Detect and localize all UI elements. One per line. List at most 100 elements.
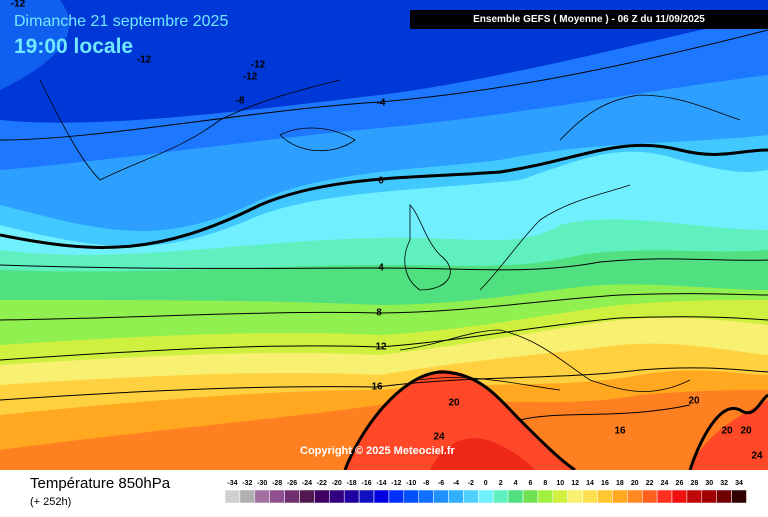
legend-swatch	[507, 489, 524, 504]
legend-label: -22	[317, 480, 327, 487]
contour-label: 20	[721, 426, 733, 437]
legend-swatch	[478, 489, 494, 504]
contour-label: 8	[376, 308, 382, 319]
legend-label: -26	[287, 480, 297, 487]
legend-label: -2	[468, 480, 474, 487]
legend-label: 34	[735, 480, 743, 487]
legend-label: 4	[514, 480, 518, 487]
legend-swatch	[284, 489, 300, 504]
temperature-field	[0, 0, 768, 470]
contour-label: 20	[740, 426, 752, 437]
contour-label: -8	[236, 96, 245, 107]
legend-swatch	[597, 489, 613, 504]
legend-label: -16	[361, 480, 371, 487]
legend-label: -28	[272, 480, 282, 487]
legend-label: 20	[631, 480, 639, 487]
legend-swatch	[567, 489, 583, 504]
lead-time: (+ 252h)	[30, 496, 71, 508]
legend-swatch	[299, 489, 315, 504]
legend-label: 14	[586, 480, 594, 487]
legend-swatch	[701, 489, 717, 504]
legend-label: 28	[690, 480, 698, 487]
legend-swatch	[343, 489, 360, 504]
legend-label: 18	[616, 480, 624, 487]
legend-label: 26	[676, 480, 684, 487]
legend-label: -34	[227, 480, 237, 487]
contour-label: 16	[371, 382, 383, 393]
legend-swatch	[492, 489, 509, 504]
contour-label: 24	[433, 432, 445, 443]
legend-swatch	[537, 489, 554, 504]
legend-label: -30	[257, 480, 267, 487]
footer-title: Température 850hPa	[30, 475, 171, 492]
contour-label: 4	[378, 263, 384, 274]
legend-label: -4	[453, 480, 459, 487]
legend-swatch	[671, 489, 688, 504]
legend-swatch	[254, 489, 270, 504]
contour-label: 16	[614, 426, 626, 437]
contour-label: 20	[448, 398, 460, 409]
legend-label: 32	[720, 480, 728, 487]
legend-swatch	[269, 489, 285, 504]
color-legend: -34 -32 -30 -28 -26 -24 -22 -20 -18 -16 -14 -12 -10-…	[224, 480, 747, 504]
model-box	[410, 10, 768, 29]
legend-swatch	[388, 489, 405, 504]
legend-label: -20	[332, 480, 342, 487]
legend-swatch	[373, 489, 390, 504]
time: 19:00 locale	[14, 35, 133, 58]
legend-swatch	[641, 489, 658, 504]
legend-swatch	[716, 489, 732, 504]
contour-label: -12	[11, 0, 26, 10]
legend-swatch	[612, 489, 628, 504]
coastlines	[39, 79, 741, 392]
legend-label: 16	[601, 480, 609, 487]
legend-label: 6	[528, 480, 532, 487]
legend-swatch	[731, 489, 747, 504]
legend-label: -6	[438, 480, 444, 487]
copyright: Copyright © 2025 Meteociel.fr	[300, 445, 456, 457]
legend-label: 2	[499, 480, 503, 487]
legend-swatch	[448, 489, 464, 504]
legend-swatch	[582, 489, 598, 504]
legend-swatch	[329, 489, 345, 504]
contour-label: -12	[243, 72, 258, 83]
legend-swatch	[656, 489, 673, 504]
legend-swatch	[433, 489, 449, 504]
legend-swatch	[314, 489, 330, 504]
contour-label: -12	[251, 60, 266, 71]
legend-label: 0	[484, 480, 488, 487]
legend-label: -14	[376, 480, 386, 487]
legend-label: -32	[242, 480, 252, 487]
legend-label: -24	[302, 480, 312, 487]
legend-swatch	[463, 489, 479, 504]
legend-label: 8	[543, 480, 547, 487]
contour-label: -4	[377, 98, 386, 109]
legend-swatch	[224, 489, 241, 504]
contour-label: 20	[688, 396, 700, 407]
legend-swatch	[627, 489, 643, 504]
legend-swatch	[552, 489, 568, 504]
date: Dimanche 21 septembre 2025	[14, 13, 228, 30]
legend-swatch	[239, 489, 256, 504]
legend-label: 10	[556, 480, 564, 487]
model-info: Ensemble GEFS ( Moyenne ) - 06 Z du 11/0…	[473, 14, 705, 25]
legend-label: -12	[391, 480, 401, 487]
contour-label: -12	[137, 55, 152, 66]
legend-swatch	[358, 489, 375, 504]
legend-label: 24	[661, 480, 669, 487]
legend-label: 22	[646, 480, 654, 487]
legend-label: -10	[406, 480, 416, 487]
legend-label: -8	[423, 480, 429, 487]
legend-label: -18	[347, 480, 357, 487]
contour-label: 0	[378, 176, 384, 187]
legend-swatch	[522, 489, 539, 504]
legend-label: 30	[705, 480, 713, 487]
legend-swatch	[418, 489, 434, 504]
legend-swatch	[686, 489, 703, 504]
legend-label: 12	[571, 480, 579, 487]
contours	[0, 29, 768, 472]
legend-swatch	[403, 489, 419, 504]
